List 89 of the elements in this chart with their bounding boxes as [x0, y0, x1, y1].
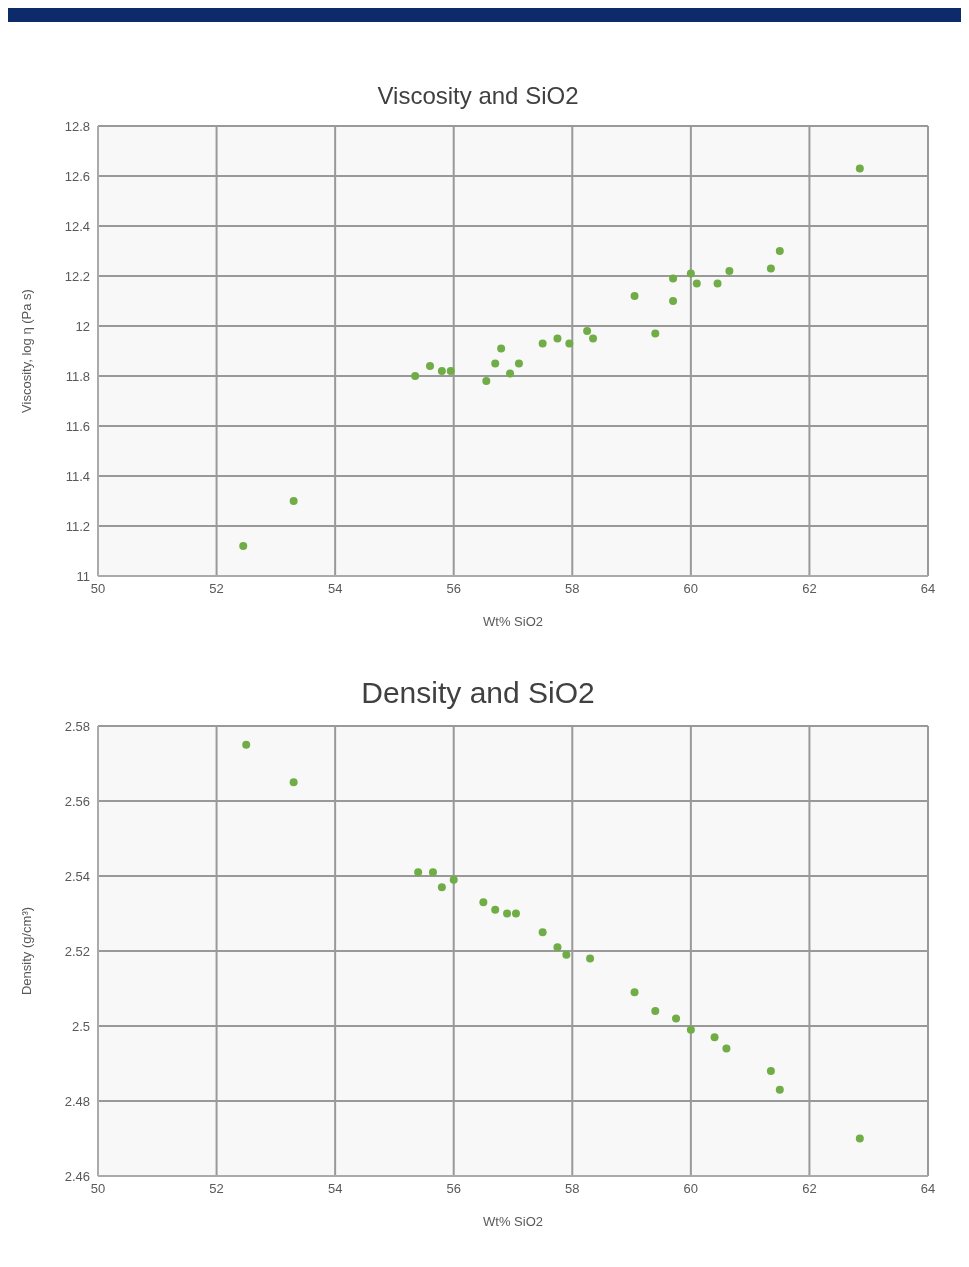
point — [414, 868, 423, 877]
x-tick-label: 56 — [446, 1181, 461, 1197]
point — [511, 909, 520, 918]
point — [766, 1067, 775, 1075]
y-tick-label: 2.48 — [64, 1093, 90, 1109]
point — [630, 988, 639, 997]
y-tick-label: 2.54 — [64, 868, 90, 884]
x-tick-label: 52 — [209, 581, 224, 597]
point — [482, 377, 491, 385]
x-tick-label: 64 — [920, 581, 936, 597]
y-tick-label: 11.2 — [65, 518, 90, 534]
x-tick-label: 50 — [90, 581, 106, 597]
point — [692, 279, 701, 288]
point — [562, 950, 571, 959]
point — [725, 267, 734, 275]
y-tick-label: 2.58 — [64, 718, 90, 734]
point — [242, 740, 251, 749]
x-tick-label: 58 — [565, 581, 580, 597]
point — [855, 1134, 864, 1143]
point — [514, 359, 523, 368]
x-tick-label: 52 — [209, 1181, 224, 1197]
point — [710, 1033, 719, 1042]
y-axis-title: Viscosity, log η (Pa s) — [18, 289, 34, 413]
point — [630, 292, 639, 300]
y-tick-label: 11.6 — [65, 418, 90, 434]
y-tick-label: 2.46 — [64, 1168, 90, 1184]
y-tick-label: 12 — [75, 318, 90, 334]
chart-title: Viscosity and SiO2 — [376, 82, 580, 110]
x-axis-title: Wt% SiO2 — [483, 614, 543, 629]
y-tick-label: 12.4 — [64, 218, 90, 234]
point — [669, 297, 678, 305]
point — [538, 339, 547, 348]
point — [437, 883, 446, 892]
point — [672, 1014, 681, 1023]
x-tick-label: 58 — [565, 1181, 580, 1197]
point — [722, 1044, 731, 1053]
point — [553, 334, 562, 343]
point — [669, 274, 678, 283]
y-tick-label: 11.8 — [65, 368, 90, 384]
point — [446, 367, 455, 375]
point — [428, 868, 437, 877]
x-tick-label: 54 — [327, 581, 343, 597]
point — [686, 1025, 695, 1034]
y-tick-label: 2.56 — [64, 793, 90, 809]
y-tick-label: 11.4 — [65, 468, 90, 484]
chart-title: Density and SiO2 — [360, 676, 596, 710]
point — [589, 334, 598, 343]
point — [538, 928, 547, 937]
point — [586, 954, 595, 963]
point — [651, 329, 660, 338]
point — [411, 372, 420, 380]
point — [565, 339, 574, 348]
point — [491, 905, 500, 914]
point — [506, 369, 515, 378]
x-tick-label: 62 — [802, 1181, 817, 1197]
point — [449, 875, 458, 884]
point — [491, 359, 500, 368]
point — [775, 1085, 784, 1094]
y-axis-title: Density (g/cm³) — [18, 906, 34, 996]
point — [479, 898, 488, 907]
point — [766, 264, 775, 273]
x-tick-label: 62 — [802, 581, 817, 597]
point — [713, 279, 722, 288]
point — [437, 367, 446, 375]
point — [503, 909, 512, 918]
y-tick-label: 12.6 — [64, 168, 90, 184]
point — [553, 943, 562, 952]
x-axis-title: Wt% SiO2 — [483, 1214, 543, 1229]
y-tick-label: 12.2 — [64, 268, 90, 284]
point — [775, 247, 784, 255]
y-tick-label: 2.5 — [71, 1018, 90, 1034]
x-tick-label: 56 — [446, 581, 461, 597]
x-tick-label: 50 — [90, 1181, 106, 1197]
point — [855, 164, 864, 173]
x-tick-label: 64 — [920, 1181, 936, 1197]
y-tick-label: 2.52 — [64, 943, 90, 959]
point — [686, 269, 695, 278]
point — [426, 362, 434, 370]
x-tick-label: 54 — [327, 1181, 343, 1197]
y-tick-label: 11 — [76, 568, 90, 584]
point — [239, 542, 248, 550]
x-tick-label: 60 — [683, 581, 699, 597]
point — [289, 497, 298, 505]
point — [583, 327, 592, 335]
x-tick-label: 60 — [683, 1181, 699, 1197]
point — [289, 778, 298, 787]
y-tick-label: 12.8 — [64, 118, 90, 134]
point — [497, 344, 506, 353]
point — [651, 1007, 660, 1015]
